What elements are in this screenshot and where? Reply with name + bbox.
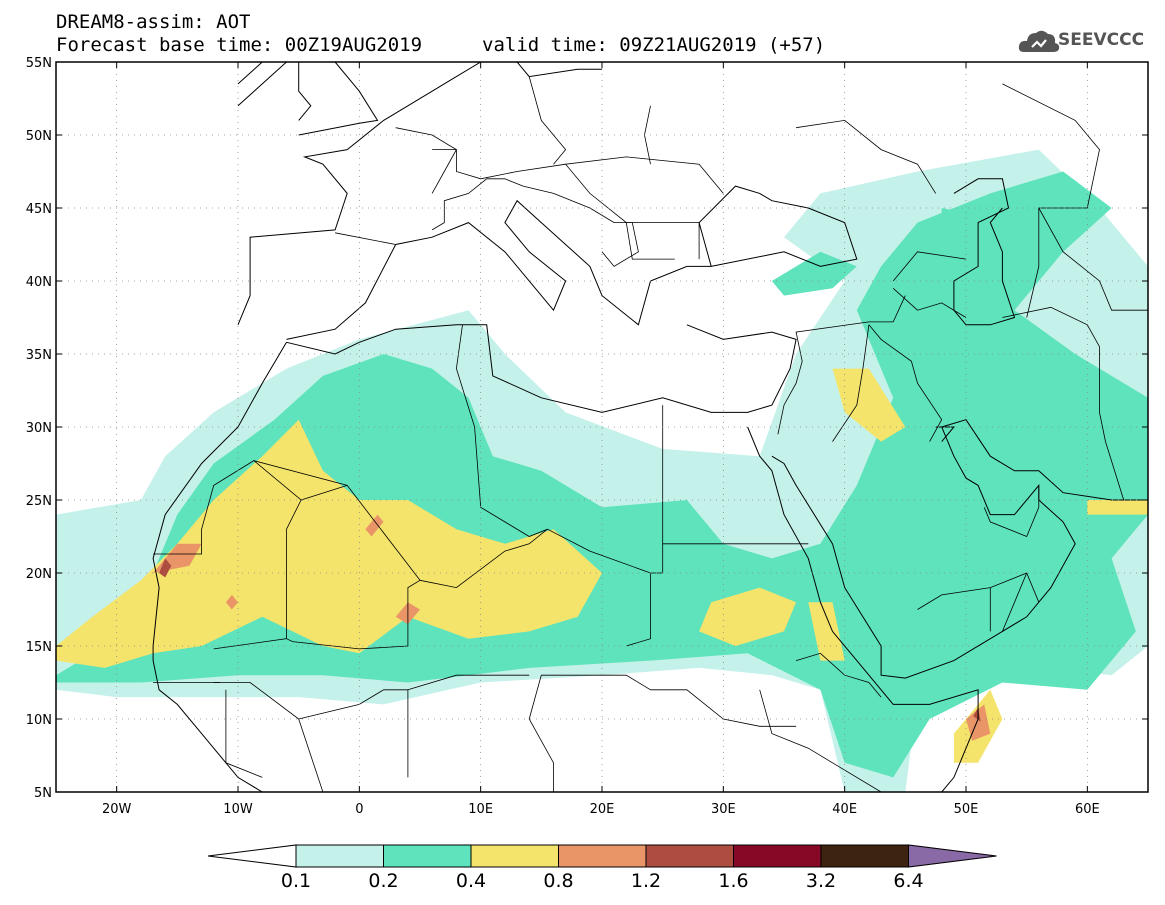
coastline [935,426,955,442]
aot-region-0-2 [771,251,857,296]
country-border [868,324,943,442]
country-border [983,485,1040,538]
country-border [528,76,567,165]
country-border [225,689,263,778]
country-border [1002,572,1028,632]
aot-region-0-8 [225,594,238,610]
lon-tick-label: 20E [590,802,615,817]
aot-region-1-2 [159,558,172,578]
country-border [1002,83,1100,318]
axis-ticks: 20W 10W 0 10E 20E 30E 40E 50E 60E 55N 50N 45N 40N 35N… [26,56,1148,817]
cloud-logo-icon [1018,30,1060,52]
coastline [747,426,979,792]
lat-tick-label: 35N [26,348,52,363]
country-border [564,156,724,260]
colorbar-label: 6.4 [893,870,923,892]
aot-region-1-2 [973,707,981,722]
colorbar-swatch [295,844,384,868]
colorbar-label: 0.2 [368,870,398,892]
coastline [237,62,481,325]
country-border [523,185,639,267]
colorbar-label: 0.4 [456,870,486,892]
aot-region-0-4 [1087,500,1148,515]
map-title: DREAM8-assim: AOT [56,11,251,33]
colorbar-label: 1.2 [631,870,661,892]
country-border [832,324,870,442]
country-border [432,149,566,180]
aot-region-0-8 [966,704,991,741]
lat-tick-label: 30N [26,421,52,436]
country-border [795,652,882,698]
country-border [796,119,937,194]
country-border [419,528,548,589]
lat-tick-label: 45N [26,202,52,217]
lat-tick-label: 25N [26,494,52,509]
coastline [516,62,602,78]
country-border [625,222,675,260]
colorbar-swatch [383,844,472,868]
coastline [286,185,858,340]
country-border [300,485,348,501]
country-border [407,674,530,691]
colorbar-swatch [470,844,559,868]
colorbar-swatch [733,844,822,868]
colorbar-over-arrow [908,844,997,868]
colorbar: 0.1 0.2 0.4 0.8 1.2 1.6 3.2 6.4 [207,844,997,892]
lat-tick-label: 5N [34,786,52,801]
colorbar-label: 0.8 [543,870,573,892]
forecast-base-time: Forecast base time: 00Z19AUG2019 [56,34,423,56]
lat-tick-label: 15N [26,640,52,655]
colorbar-label: 3.2 [806,870,836,892]
lat-tick-label: 50N [26,129,52,144]
country-border [644,105,651,165]
lon-tick-label: 40E [832,802,857,817]
colorbar-swatch [820,844,909,868]
country-border [1002,306,1125,501]
country-border [395,127,457,194]
lon-tick-label: 0 [355,802,363,817]
colorbar-label: 0.1 [281,870,311,892]
coastline [286,324,797,413]
country-border [455,324,475,428]
aot-region-0-4 [808,602,845,661]
country-border [335,232,396,245]
lat-tick-label: 20N [26,567,52,582]
country-border [892,288,967,318]
graticule [56,62,1148,792]
country-border [528,674,651,792]
lon-tick-label: 10W [223,802,253,817]
aot-region-0-4 [832,368,906,442]
lat-tick-label: 10N [26,713,52,728]
lon-tick-label: 50E [954,802,979,817]
country-border [213,682,324,792]
valid-time: valid time: 09Z21AUG2019 (+57) [482,34,826,56]
coastline [237,62,288,107]
aot-region-0-8 [365,514,384,537]
colorbar-label: 1.6 [718,870,748,892]
country-border [650,689,797,727]
lon-tick-label: 60E [1075,802,1100,817]
lat-tick-label: 55N [26,56,52,71]
colorbar-under-arrow [207,844,297,868]
country-border [892,251,967,282]
lon-tick-label: 30E [711,802,736,817]
coastline [152,342,287,792]
country-border [777,295,906,435]
lat-tick-label: 40N [26,275,52,290]
aot-region-0-4 [56,419,602,668]
logo-text: SEEVCCC [1058,30,1145,50]
country-border [431,178,524,231]
country-border [253,460,421,650]
colorbar-swatch [558,844,647,868]
coastline [298,62,379,136]
country-borders [153,76,1148,792]
colorbar-swatch [645,844,734,868]
lon-tick-label: 20W [102,802,132,817]
country-border [1038,207,1148,311]
lon-tick-label: 10E [468,802,493,817]
country-border [298,689,409,778]
